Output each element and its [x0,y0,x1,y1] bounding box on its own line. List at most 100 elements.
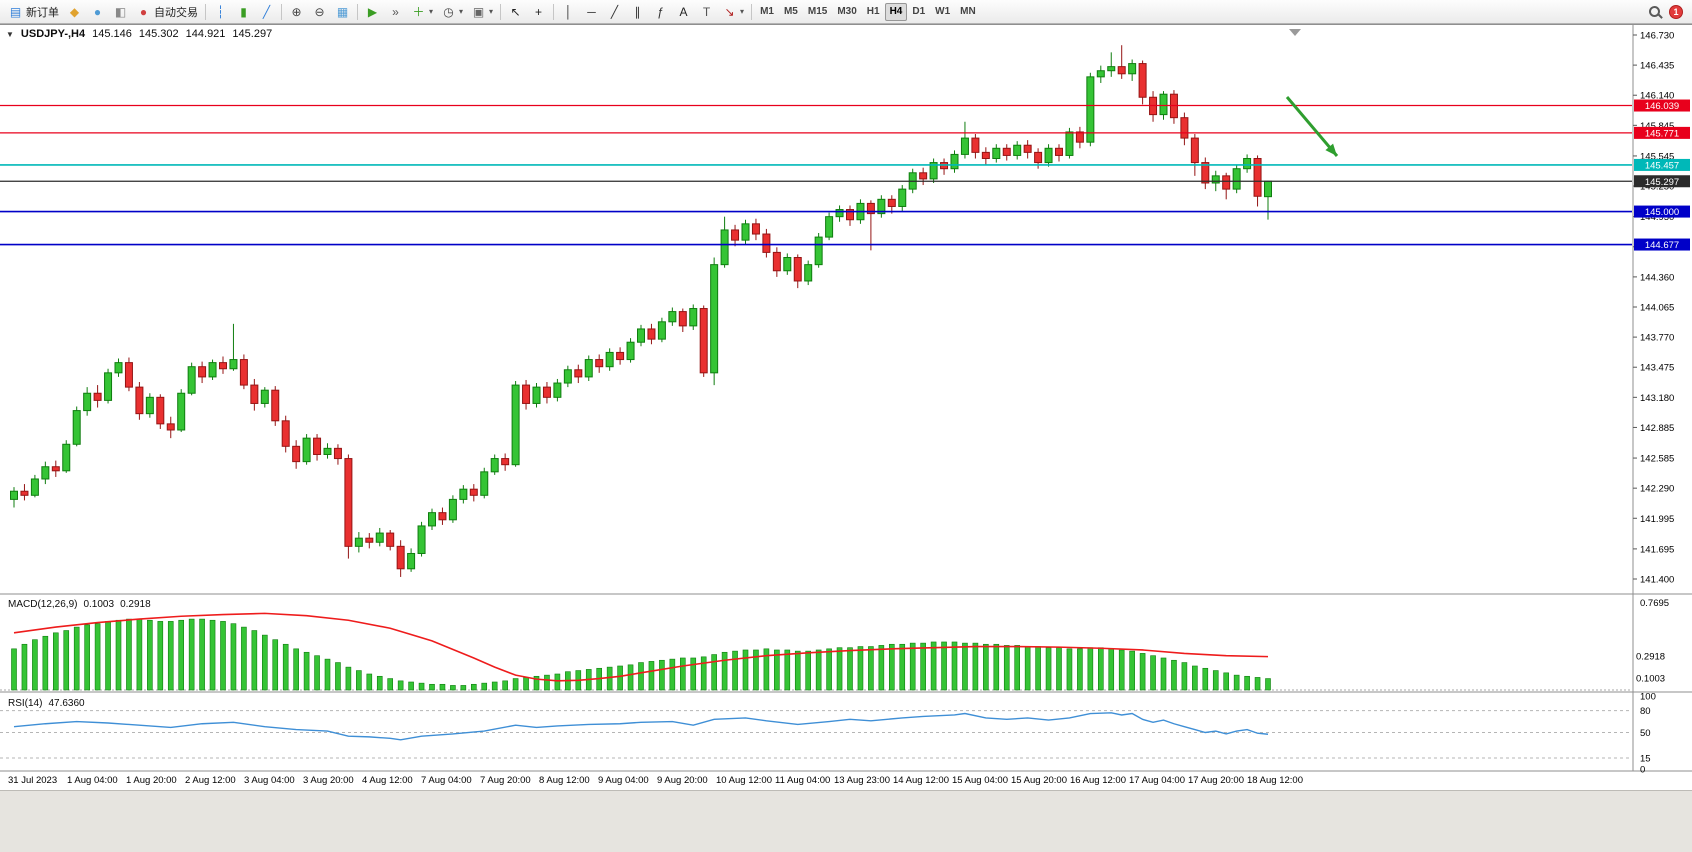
candle-body [208,362,217,378]
macd-bar [199,618,205,691]
price-tick-label: 144.360 [1640,272,1674,283]
crosshair-button[interactable]: + [527,2,550,22]
arrows-button[interactable]: ↘ ▾ [718,2,748,22]
macd-bar [930,641,937,691]
timeframe-w1[interactable]: W1 [930,3,955,21]
chart-shift-button[interactable]: » [384,2,407,22]
horizontal-line-button[interactable]: ─ [580,2,603,22]
chart-canvas[interactable]: 146.730 146.435 146.140 145.845 145.545 145.2… [0,25,1692,791]
equidistant-channel-button[interactable]: ∥ [626,2,649,22]
candle-body [1128,63,1137,75]
bar-chart-button[interactable]: ┆ [209,2,232,22]
candle-body [1232,168,1241,190]
macd-bar [188,618,195,691]
candle-body [574,369,583,378]
auto-scroll-button[interactable]: ▶ [361,2,384,22]
notification-badge[interactable]: 1 [1669,4,1683,19]
candle-body [229,359,238,370]
timeframe-d1[interactable]: D1 [907,3,930,21]
profile-button[interactable]: ● [86,2,109,22]
autotrading-button[interactable]: ● 自动交易 [132,2,202,22]
timeframe-m1[interactable]: M1 [755,3,779,21]
tile-windows-button[interactable]: ▦ [331,2,354,22]
zoom-out-icon: ⊖ [314,4,325,19]
macd-bar [857,646,864,691]
zoom-out-button[interactable]: ⊖ [308,2,331,22]
candle-body [783,256,792,272]
cursor-icon: ↖ [510,4,521,19]
macd-bar [1254,677,1261,691]
timeframe-m15[interactable]: M15 [803,3,832,21]
main-toolbar: ▤ 新订单 ◆ ● ◧ ● 自动交易 ┆ ▮ ╱ ⊕ ⊖ ▦ ▶» ＋ ▾ ◷ ▾ ▣ ▾ ↖ + │ ─ ╱ ∥ ƒ A T ↘ ▾ M1 M… [0,0,1692,24]
candle-body [386,532,395,547]
candle-body [1086,76,1095,143]
toolbar-separator [205,3,206,20]
macd-bar [1118,649,1125,691]
time-tick-label: 13 Aug 23:00 [834,775,890,786]
candle-body [866,202,875,215]
candle-body [522,384,531,404]
new-order-button[interactable]: ▤ 新订单 [4,2,63,22]
macd-signal-line [13,612,1269,682]
candle-body [93,392,102,401]
macd-bar [606,666,613,691]
candlestick-button[interactable]: ▮ [232,2,255,22]
macd-bar [721,651,728,691]
macd-bar [617,665,623,691]
timeframe-m30[interactable]: M30 [832,3,861,21]
toolbar-separator [553,3,555,20]
trendline-button[interactable]: ╱ [603,2,626,22]
macd-bar [732,650,738,691]
candle-body [156,396,165,425]
vertical-line-button[interactable]: │ [557,2,580,22]
timeframe-m5[interactable]: M5 [779,3,803,21]
chart-window: ▼ USDJPY-,H4 145.146 145.302 144.921 145… [0,24,1692,790]
price-tick-label: 145.545 [1640,151,1674,162]
candle-body [396,545,405,570]
timeframe-h1[interactable]: H1 [862,3,885,21]
close-value: 145.297 [232,28,273,40]
price-tag-label: 145.297 [1645,177,1679,188]
periods-button[interactable]: ◷ ▾ [437,2,467,22]
zoom-in-button[interactable]: ⊕ [285,2,308,22]
text-label-button[interactable]: T [695,2,718,22]
fibonacci-button[interactable]: ƒ [649,2,672,22]
macd-bar [899,643,906,691]
macd-bar [1108,648,1115,691]
line-chart-button[interactable]: ╱ [255,2,278,22]
search-icon[interactable] [1649,6,1660,17]
candle-body [731,229,740,241]
candle-body [1055,147,1063,156]
candle-body [41,466,50,480]
candle-body [1096,70,1105,78]
macd-bar [983,643,989,691]
indicators-button[interactable]: ＋ ▾ [407,2,437,22]
templates-button[interactable]: ▣ ▾ [467,2,497,22]
rsi-tick-label: 0 [1640,765,1645,776]
text-button[interactable]: A [672,2,695,22]
candle-body [772,251,781,272]
collapse-triangle-icon[interactable]: ▼ [6,29,14,39]
rsi-tick-label: 50 [1640,728,1651,739]
timeframe-h4[interactable]: H4 [884,2,908,21]
candle-body [584,359,593,378]
candle-body [1107,66,1116,72]
timeframe-mn[interactable]: MN [955,3,981,21]
macd-bar [345,666,352,691]
macd-bar [387,678,394,691]
metaquotes-button[interactable]: ◆ [63,2,86,22]
price-tag [1634,175,1690,188]
metaeditor-button[interactable]: ◧ [109,2,132,22]
time-tick-label: 4 Aug 12:00 [362,775,413,786]
price-tick-label: 145.845 [1640,121,1674,132]
time-tick-label: 15 Aug 20:00 [1011,775,1067,786]
macd-bar [408,681,414,691]
macd-bar [418,682,425,691]
macd-main-value: 0.1003 [83,599,115,610]
cursor-button[interactable]: ↖ [504,2,527,22]
time-tick-label: 18 Aug 12:00 [1247,775,1303,786]
annotation-arrowhead [1325,143,1337,156]
macd-bar [293,648,299,691]
toolbar-group: ┆ ▮ ╱ [209,2,278,22]
macd-bar [533,675,540,691]
